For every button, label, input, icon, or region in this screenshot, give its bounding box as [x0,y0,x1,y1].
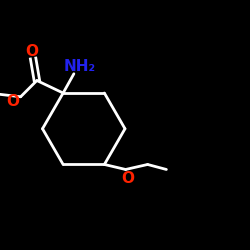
Text: NH₂: NH₂ [63,59,96,74]
Text: O: O [26,44,38,59]
Text: O: O [7,94,20,109]
Text: O: O [122,171,135,186]
